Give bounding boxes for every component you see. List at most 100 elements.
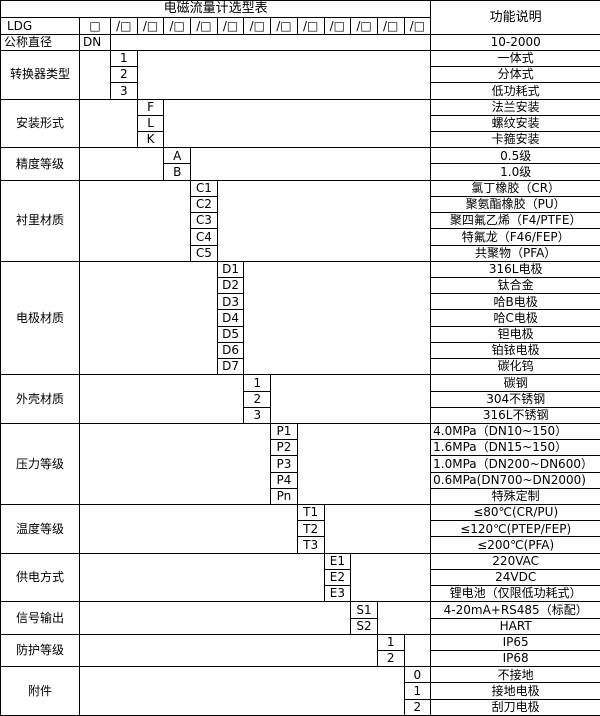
function-cell: HART [430, 617, 600, 635]
function-cell: 铂铱电极 [430, 341, 600, 360]
function-cell: 氯丁橡胶（CR） [430, 179, 600, 197]
model-slash-box-cell: /□ [376, 17, 405, 35]
function-cell: 特氟龙（F46/FEP） [430, 228, 600, 246]
code-cell: K [136, 130, 165, 149]
code-cell: 3 [110, 82, 138, 100]
function-cell: 锂电池（仅限低功耗式） [430, 585, 600, 603]
code-cell: T2 [296, 520, 325, 538]
code-cell: P4 [270, 471, 298, 489]
code-cell: 0 [403, 666, 432, 684]
function-cell: 0.6MPa(DN700~DN2000) [430, 471, 600, 489]
code-cell: P3 [270, 455, 298, 473]
model-slash-box-cell: /□ [163, 17, 192, 35]
function-cell: 接地电极 [430, 682, 600, 700]
code-cell: D7 [216, 358, 245, 376]
function-cell: 卡箍安装 [430, 130, 600, 149]
label-installation-type: 安装形式 [0, 98, 80, 149]
label-temperature-rating: 温度等级 [0, 504, 80, 554]
function-cell: 4-20mA+RS485（标配） [430, 601, 600, 619]
spacer-cell [136, 49, 432, 100]
label-pressure-rating: 压力等级 [0, 422, 80, 506]
spacer-cell [78, 179, 192, 262]
model-slash-box-cell: /□ [296, 17, 325, 35]
function-cell: 304不锈钢 [430, 390, 600, 408]
spacer-cell [243, 260, 432, 376]
function-cell: 钛合金 [430, 276, 600, 295]
label-housing-material: 外壳材质 [0, 374, 80, 424]
code-cell: 1 [110, 49, 138, 68]
function-cell: 螺纹安装 [430, 114, 600, 133]
model-slash-box-cell: /□ [110, 17, 138, 35]
function-cell: 共聚物（PFA） [430, 244, 600, 262]
model-prefix: LDG [0, 17, 80, 35]
code-cell: P1 [270, 422, 298, 441]
code-cell: D3 [216, 293, 245, 311]
spacer-cell [79, 633, 378, 668]
function-cell: 法兰安装 [430, 98, 600, 116]
code-cell: E2 [323, 568, 352, 587]
spacer-cell [323, 504, 432, 554]
function-cell: 1.0级 [430, 163, 600, 181]
spacer-cell [350, 552, 432, 603]
function-cell: 碳化钨 [430, 358, 600, 376]
model-slash-box-cell: /□ [243, 17, 272, 35]
function-cell: 一体式 [430, 49, 600, 68]
function-cell: 碳钢 [430, 374, 600, 392]
spacer-cell [79, 49, 111, 100]
function-cell: IP68 [430, 649, 600, 668]
code-cell: B [163, 163, 192, 181]
code-cell: A [163, 147, 192, 165]
code-cell: E1 [323, 552, 352, 570]
code-cell: E3 [323, 585, 352, 603]
spacer-cell [270, 374, 432, 424]
code-cell: 2 [376, 649, 405, 668]
spacer-cell [78, 374, 245, 424]
code-cell: P2 [270, 439, 298, 457]
function-cell: 0.5级 [430, 147, 600, 165]
model-slash-box-cell: /□ [270, 17, 298, 35]
function-cell: 316L电极 [430, 260, 600, 278]
code-cell: 2 [243, 390, 272, 408]
spacer-cell [79, 98, 138, 149]
spacer-cell [376, 601, 432, 635]
model-slash-box-cell: /□ [190, 17, 218, 35]
code-cell: L [136, 114, 165, 133]
spacer-cell [163, 98, 432, 149]
code-cell: S1 [350, 601, 378, 619]
code-cell: S2 [350, 617, 378, 635]
spacer-cell [296, 422, 432, 506]
model-slash-box-cell: /□ [350, 17, 378, 35]
function-cell: 刮刀电极 [430, 698, 600, 716]
table-title: 电磁流量计选型表 [0, 0, 432, 19]
model-slash-box-cell: /□ [216, 17, 245, 35]
label-electrode-material: 电极材质 [0, 260, 80, 376]
label-liner-material: 衬里材质 [0, 179, 80, 262]
function-cell: 哈C电极 [430, 309, 600, 327]
label-accessories: 附件 [0, 666, 80, 716]
code-cell: C4 [190, 228, 218, 246]
function-cell: 低功耗式 [430, 82, 600, 100]
label-accuracy-class: 精度等级 [0, 147, 80, 181]
function-cell: 钽电极 [430, 325, 600, 343]
code-cell: 2 [403, 698, 432, 716]
spacer-cell [109, 33, 432, 51]
spacer-cell [216, 179, 432, 262]
code-cell: 1 [376, 633, 405, 652]
function-cell: 10-2000 [430, 33, 600, 51]
code-cell: DN [79, 33, 111, 51]
function-cell: 分体式 [430, 66, 600, 84]
function-cell: 1.0MPa（DN200~DN600） [430, 455, 600, 473]
label-nominal-diameter: 公称直径 [0, 33, 80, 51]
code-cell: T3 [296, 536, 325, 554]
function-cell: 不接地 [430, 666, 600, 684]
code-cell: Pn [270, 487, 298, 506]
code-cell: D4 [216, 309, 245, 327]
label-protection-rating: 防护等级 [0, 633, 80, 668]
spacer-cell [79, 260, 218, 376]
model-slash-box-cell: /□ [136, 17, 165, 35]
spacer-cell [78, 147, 165, 181]
label-power-supply: 供电方式 [0, 552, 80, 603]
model-box-cell: □ [79, 17, 111, 35]
spacer-cell [78, 601, 352, 635]
